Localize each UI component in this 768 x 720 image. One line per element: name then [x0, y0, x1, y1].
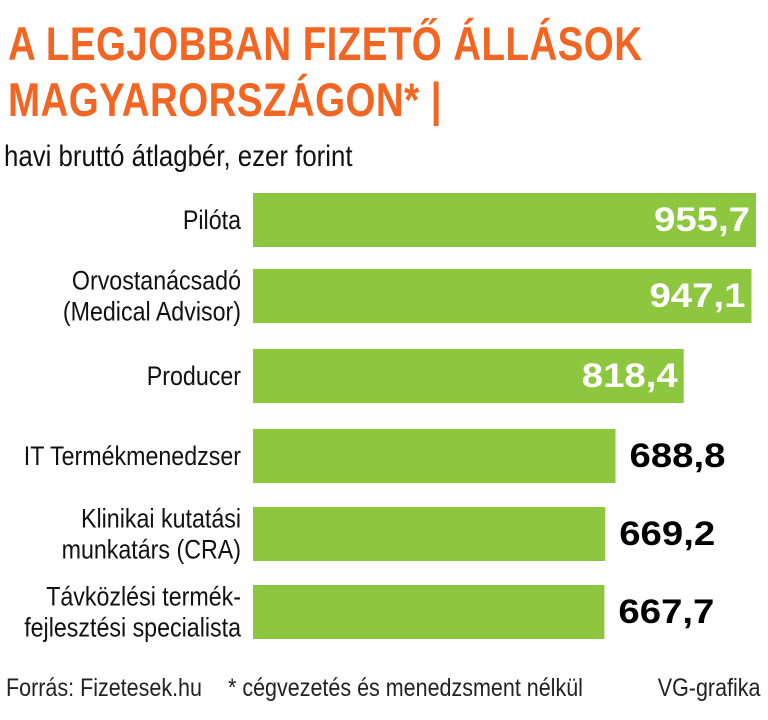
category-label-4-1: munkatárs (CRA)	[62, 535, 241, 565]
bar-2	[253, 349, 684, 403]
category-label-4-0: Klinikai kutatási	[81, 504, 241, 534]
category-label-3-0: IT Termékmenedzser	[24, 441, 241, 471]
graphic-credit: VG-grafika	[657, 674, 760, 702]
value-label-0: 955,7	[654, 201, 750, 239]
category-label-5-1: fejlesztési specialista	[24, 613, 242, 643]
footnote: * cégvezetés és menedzsment nélkül	[228, 674, 583, 702]
bar-1	[253, 269, 752, 323]
category-label-2-0: Producer	[147, 361, 241, 391]
chart-title-line-1: A LEGJOBBAN FIZETŐ ÁLLÁSOK	[8, 17, 643, 70]
category-label-1-1: (Medical Advisor)	[63, 297, 241, 327]
bar-3	[253, 429, 616, 483]
category-label-0-0: Pilóta	[183, 205, 242, 235]
value-label-1: 947,1	[649, 277, 745, 315]
bar-0	[253, 193, 756, 247]
category-label-1-0: Orvostanácsadó	[72, 266, 241, 296]
value-label-4: 669,2	[619, 515, 715, 553]
bar-4	[253, 507, 606, 561]
source-note: Forrás: Fizetesek.hu	[6, 674, 202, 702]
value-label-5: 667,7	[618, 593, 714, 631]
value-label-3: 688,8	[630, 437, 726, 475]
chart-title-line-2: MAGYARORSZÁGON* |	[8, 73, 442, 126]
chart-subtitle: havi bruttó átlagbér, ezer forint	[4, 140, 353, 173]
value-label-2: 818,4	[582, 357, 678, 395]
bar-5	[253, 585, 605, 639]
category-label-5-0: Távközlési termék-	[46, 582, 241, 612]
